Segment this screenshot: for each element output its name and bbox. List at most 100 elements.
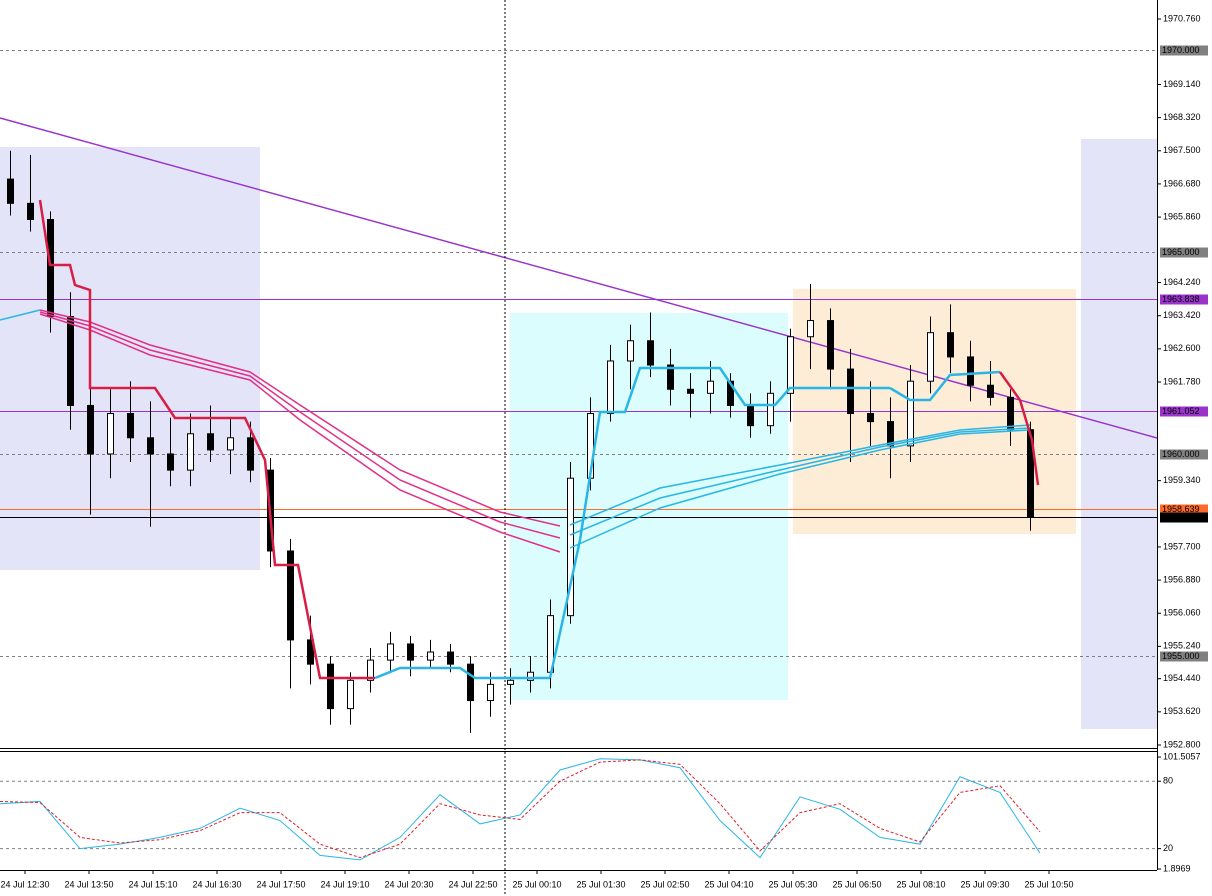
candle-body: [527, 671, 534, 681]
candle-body: [767, 392, 774, 427]
y-tick-label: 1969.140: [1163, 79, 1201, 89]
zone: [510, 313, 788, 700]
x-tick-label: 24 Jul 16:30: [192, 879, 241, 889]
candle-body: [327, 663, 334, 710]
candle-body: [447, 651, 454, 665]
candle-body: [827, 320, 834, 370]
axis-labels: 1970.760 1969.140 1968.320 1967.500 1966.680…: [0, 13, 1208, 889]
candle-body: [227, 437, 234, 451]
candle-body: [47, 219, 54, 318]
level-label: 1958.639: [1162, 504, 1200, 514]
trend-stop: [998, 371, 1040, 486]
candle-body: [647, 340, 654, 366]
candle-body: [427, 651, 434, 661]
candle-body: [207, 433, 214, 451]
candle-body: [347, 679, 354, 710]
candles: [7, 150, 1034, 733]
candle-body: [607, 360, 614, 415]
x-tick-label: 24 Jul 12:30: [0, 879, 49, 889]
x-tick-label: 25 Jul 01:30: [576, 879, 625, 889]
x-tick-label: 24 Jul 20:30: [384, 879, 433, 889]
y-tick-label: 1956.060: [1163, 608, 1201, 618]
candle-body: [1027, 429, 1034, 518]
candle-body: [1007, 396, 1014, 431]
candle-body: [407, 643, 414, 661]
candle-body: [107, 413, 114, 455]
candle-body: [787, 336, 794, 394]
level-label: 1965.000: [1162, 247, 1200, 257]
x-tick-label: 24 Jul 13:50: [64, 879, 113, 889]
y-tick-label: 1953.620: [1163, 706, 1201, 716]
level-badge: [1160, 294, 1208, 305]
trend-stop: [889, 370, 1001, 402]
y-tick-label: 1968.320: [1163, 112, 1201, 122]
y-tick-label: 1970.760: [1163, 13, 1201, 23]
candle-body: [707, 380, 714, 394]
trend-stop: [38, 199, 375, 680]
candle-body: [887, 421, 894, 447]
oscillator-line: [0, 758, 1041, 861]
candle-body: [687, 388, 694, 394]
level-badge: [1160, 512, 1208, 523]
candle-body: [907, 380, 914, 447]
y-tick-label: 1966.680: [1163, 178, 1201, 188]
zone: [1081, 139, 1157, 729]
ma-line: [569, 429, 1031, 549]
y-tick-label: 1964.240: [1163, 277, 1201, 287]
candle-body: [987, 384, 994, 398]
ma-line: [0, 309, 41, 321]
level-badge: [1160, 45, 1208, 56]
level-label: 1960.000: [1162, 449, 1200, 459]
candle-body: [727, 380, 734, 406]
y-tick-label: 1962.600: [1163, 343, 1201, 353]
x-tick-label: 25 Jul 10:50: [1024, 879, 1073, 889]
x-tick-label: 24 Jul 22:50: [448, 879, 497, 889]
ma-line: [569, 424, 1031, 526]
level-label: 1970.000: [1162, 45, 1200, 55]
y-tick-label: 1957.700: [1163, 541, 1201, 551]
oscillator-line: [0, 759, 1041, 859]
candle-body: [947, 332, 954, 358]
candle-body: [287, 550, 294, 641]
trend-line: [0, 117, 1158, 439]
ma-line: [569, 427, 1031, 536]
x-tick-label: 25 Jul 04:10: [704, 879, 753, 889]
candle-body: [127, 413, 134, 439]
trend-stop: [374, 666, 550, 680]
x-tick-label: 25 Jul 06:50: [832, 879, 881, 889]
candle-body: [467, 663, 474, 702]
x-tick-label: 25 Jul 02:50: [640, 879, 689, 889]
trend-stop: [548, 366, 890, 679]
candle-body: [187, 433, 194, 471]
y-tick-label: 1954.440: [1163, 673, 1201, 683]
candle-body: [387, 643, 394, 661]
candle-body: [167, 453, 174, 471]
candle-body: [867, 413, 874, 423]
ma-line: [39, 313, 561, 553]
y-tick-label: 101.5057: [1163, 751, 1201, 761]
candle-body: [307, 639, 314, 665]
y-tick-label: 1967.500: [1163, 145, 1201, 155]
level-badge: [1160, 504, 1208, 515]
candle-body: [147, 437, 154, 455]
oscillator: [0, 758, 1157, 861]
ma-line: [39, 311, 561, 539]
candle-body: [747, 404, 754, 427]
y-tick-label: 20: [1163, 843, 1173, 853]
x-tick-label: 24 Jul 17:50: [256, 879, 305, 889]
x-tick-label: 25 Jul 08:10: [896, 879, 945, 889]
levels: [0, 50, 1157, 657]
x-tick-label: 24 Jul 15:10: [128, 879, 177, 889]
indicators: [0, 199, 1040, 680]
x-tick-label: 25 Jul 05:30: [768, 879, 817, 889]
candle-body: [67, 316, 74, 406]
zone: [0, 147, 260, 570]
candle-body: [667, 364, 674, 390]
candle-body: [247, 437, 254, 471]
candle-body: [7, 178, 14, 204]
y-tick-label: 1963.420: [1163, 310, 1201, 320]
candle-body: [507, 679, 514, 685]
y-tick-label: 1956.880: [1163, 574, 1201, 584]
candle-body: [27, 202, 34, 221]
